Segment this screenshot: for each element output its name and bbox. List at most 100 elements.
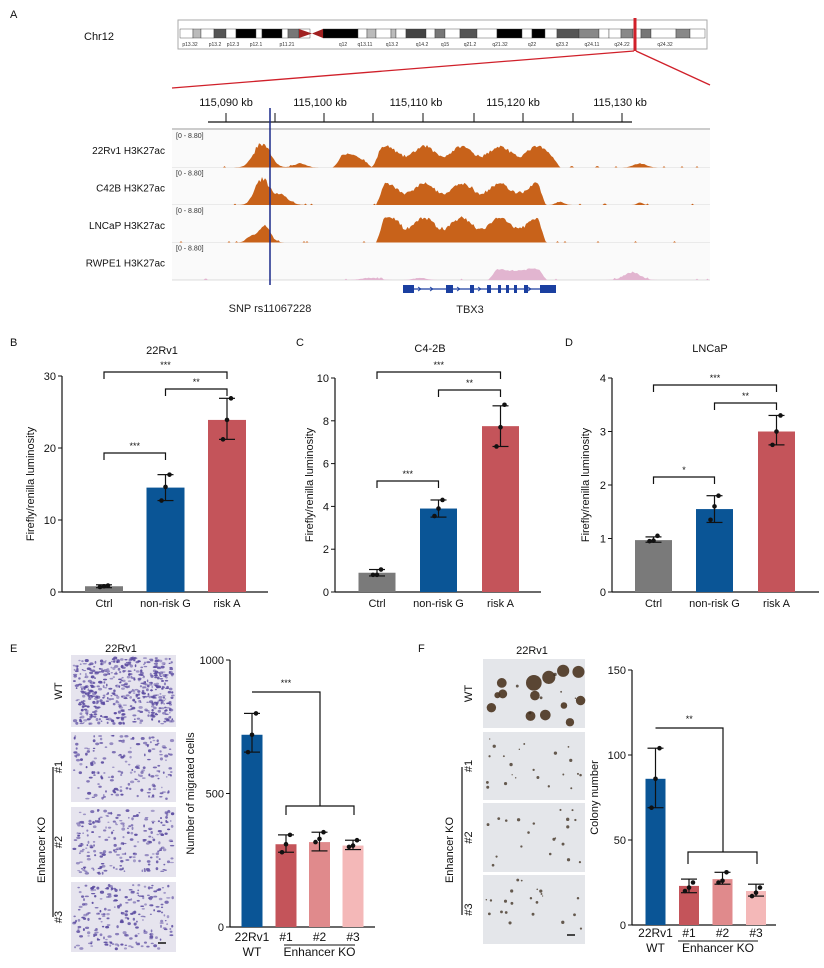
stained-cell <box>150 929 153 933</box>
stained-cell <box>122 931 127 935</box>
stained-cell <box>161 686 165 689</box>
y-tick-label: 500 <box>206 789 224 801</box>
stained-cell <box>126 675 131 679</box>
stained-cell <box>95 717 99 722</box>
y-tick-label: 0 <box>50 587 56 599</box>
stained-cell <box>112 722 116 725</box>
stained-cell <box>143 686 147 689</box>
stained-cell <box>151 853 155 855</box>
stained-cell <box>115 853 121 856</box>
stained-cell <box>143 941 148 944</box>
stained-cell <box>84 884 88 887</box>
data-point <box>354 837 360 843</box>
stained-cell <box>121 695 123 698</box>
stained-cell <box>77 886 80 889</box>
stained-cell <box>115 684 118 687</box>
significance-bracket <box>376 371 502 379</box>
stained-cell <box>82 832 84 834</box>
stained-cell <box>102 913 106 916</box>
chromosome-band <box>544 28 558 39</box>
stained-cell <box>153 895 158 898</box>
stained-cell <box>171 718 174 721</box>
bar <box>241 734 263 927</box>
stained-cell <box>134 934 138 938</box>
stained-cell <box>132 884 135 887</box>
stained-cell <box>171 691 174 694</box>
stained-cell <box>101 871 104 875</box>
stained-cell <box>165 797 168 800</box>
stained-cell <box>109 865 113 867</box>
chromosome-band <box>675 28 691 39</box>
data-point <box>778 413 783 418</box>
stained-cell <box>130 831 134 835</box>
stained-cell <box>149 856 153 859</box>
colony <box>523 742 526 745</box>
colony <box>495 855 498 858</box>
significance-label: *** <box>433 360 444 370</box>
stained-cell <box>77 869 81 872</box>
stained-cell <box>140 669 143 673</box>
stained-cell <box>140 736 145 740</box>
stained-cell <box>164 869 167 872</box>
track-background <box>172 242 710 280</box>
data-point <box>436 506 441 511</box>
panel-a-genome-browser: p13.32 p13.2 p12.3 p12.1 p11.21 q12 q13.11 q13.… <box>86 18 711 293</box>
stained-cell <box>78 811 82 814</box>
stained-cell <box>78 683 82 686</box>
stained-cell <box>89 662 94 666</box>
stained-cell <box>159 750 162 753</box>
stained-cell <box>91 821 95 825</box>
stained-cell <box>123 715 127 719</box>
stained-cell <box>120 911 125 915</box>
stained-cell <box>84 658 89 663</box>
stained-cell <box>122 867 124 870</box>
chromosome-band <box>255 28 263 39</box>
stained-cell <box>136 841 140 843</box>
stained-cell <box>159 677 164 680</box>
stained-cell <box>110 793 114 796</box>
stained-cell <box>143 885 147 888</box>
stained-cell <box>120 679 124 682</box>
stained-cell <box>110 811 113 815</box>
stained-cell <box>96 871 100 874</box>
stained-cell <box>140 682 145 684</box>
stained-cell <box>112 820 116 823</box>
chromosome-band <box>235 28 257 39</box>
stained-cell <box>113 906 116 908</box>
x-tick-label: 22Rv1 <box>638 926 673 940</box>
stained-cell <box>152 715 156 718</box>
stained-cell <box>96 937 99 941</box>
stained-cell <box>160 722 165 725</box>
y-tick-label: 4 <box>600 373 606 385</box>
stained-cell <box>170 661 174 664</box>
stained-cell <box>168 712 171 714</box>
stained-cell <box>155 867 159 871</box>
stained-cell <box>131 768 134 771</box>
stained-cell <box>143 824 145 828</box>
group-label: Enhancer KO <box>444 817 456 883</box>
stained-cell <box>168 753 170 755</box>
stained-cell <box>102 678 108 681</box>
stained-cell <box>137 883 141 887</box>
stained-cell <box>129 755 132 759</box>
stained-cell <box>83 719 88 722</box>
stained-cell <box>98 718 101 721</box>
stained-cell <box>72 664 76 667</box>
stained-cell <box>127 899 131 901</box>
stained-cell <box>159 792 164 795</box>
stained-cell <box>150 688 153 692</box>
stained-cell <box>115 701 120 704</box>
stained-cell <box>132 852 136 855</box>
x-tick-label: Ctrl <box>645 598 662 610</box>
stained-cell <box>146 945 150 948</box>
stained-cell <box>159 675 163 677</box>
stained-cell <box>148 695 151 699</box>
stained-cell <box>146 894 150 897</box>
centromere-marker <box>312 29 323 38</box>
stained-cell <box>93 713 97 716</box>
stained-cell <box>165 816 168 819</box>
stained-cell <box>86 855 91 858</box>
stained-cell <box>108 698 112 701</box>
stained-cell <box>119 856 123 859</box>
row-label: #2 <box>463 831 475 843</box>
